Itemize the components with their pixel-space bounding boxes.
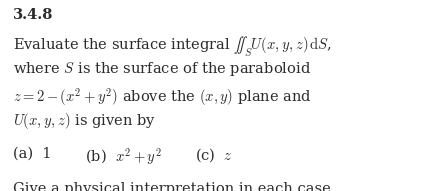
Text: Give a physical interpretation in each case.: Give a physical interpretation in each c…: [13, 182, 335, 191]
Text: $U(x, y, z)$ is given by: $U(x, y, z)$ is given by: [13, 111, 156, 131]
Text: (b)  $x^2+y^2$: (b) $x^2+y^2$: [85, 146, 162, 167]
Text: $z = 2 - (x^2 + y^2)$ above the $(x, y)$ plane and: $z = 2 - (x^2 + y^2)$ above the $(x, y)$…: [13, 86, 312, 108]
Text: (a)  1: (a) 1: [13, 146, 51, 160]
Text: Evaluate the surface integral $\iint_S U(x, y, z)\,\mathrm{d}S$,: Evaluate the surface integral $\iint_S U…: [13, 35, 332, 59]
Text: 3.4.8: 3.4.8: [13, 8, 53, 22]
Text: (c)  $z$: (c) $z$: [195, 146, 233, 164]
Text: where $S$ is the surface of the paraboloid: where $S$ is the surface of the parabolo…: [13, 60, 311, 78]
